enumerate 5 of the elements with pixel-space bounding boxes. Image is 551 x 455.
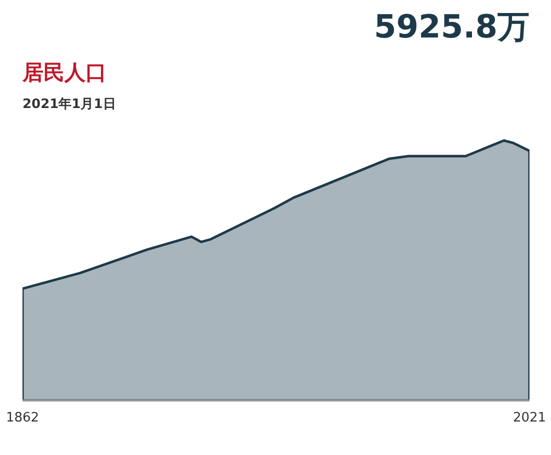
x-tick-label: 1862 xyxy=(6,410,40,426)
x-tick-label: 2021 xyxy=(512,410,546,426)
chart-title: 居民人口 xyxy=(22,60,106,84)
chart-subtitle: 2021年1月1日 xyxy=(22,97,116,112)
text: 5925.8万 xyxy=(374,8,530,46)
